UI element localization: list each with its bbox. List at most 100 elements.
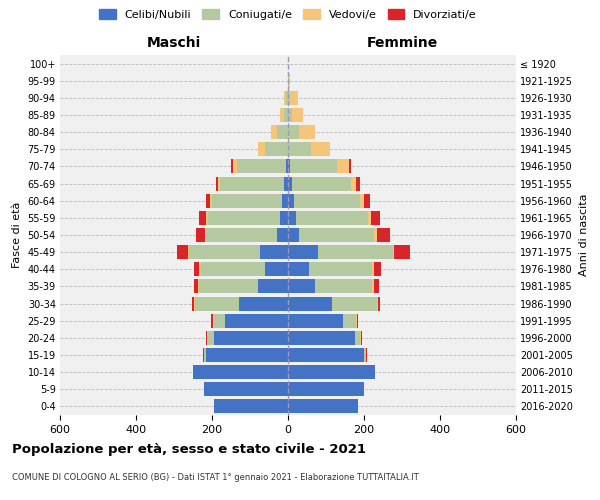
Bar	[288, 262, 309, 276]
Bar	[206, 348, 288, 362]
Legend: Celibi/Nubili, Coniugati/e, Vedovi/e, Divorziati/e: Celibi/Nubili, Coniugati/e, Vedovi/e, Di…	[95, 5, 481, 24]
Bar	[231, 160, 233, 173]
Bar	[290, 91, 298, 105]
Bar	[288, 74, 290, 88]
Bar	[194, 262, 199, 276]
Bar	[284, 108, 288, 122]
Bar	[288, 382, 364, 396]
Bar	[360, 331, 361, 345]
Bar	[309, 262, 371, 276]
Bar	[214, 314, 226, 328]
Bar	[206, 194, 210, 207]
Bar	[257, 280, 288, 293]
Bar	[199, 211, 206, 225]
Bar	[361, 331, 362, 345]
Bar	[206, 331, 208, 345]
Bar	[377, 228, 390, 242]
Bar	[277, 125, 288, 139]
Bar	[284, 176, 288, 190]
Bar	[319, 245, 392, 259]
Bar	[294, 194, 360, 207]
Bar	[288, 211, 296, 225]
Bar	[205, 382, 288, 396]
Bar	[290, 160, 337, 173]
Bar	[288, 400, 358, 413]
Bar	[199, 262, 200, 276]
Bar	[357, 314, 358, 328]
Bar	[280, 211, 288, 225]
Bar	[211, 314, 213, 328]
Bar	[379, 296, 380, 310]
Bar	[218, 176, 220, 190]
Y-axis label: Fasce di età: Fasce di età	[12, 202, 22, 268]
Bar	[220, 176, 284, 190]
Bar	[368, 211, 371, 225]
Bar	[260, 245, 288, 259]
Bar	[288, 365, 376, 379]
Bar	[197, 280, 199, 293]
Text: COMUNE DI COLOGNO AL SERIO (BG) - Dati ISTAT 1° gennaio 2021 - Elaborazione TUTT: COMUNE DI COLOGNO AL SERIO (BG) - Dati I…	[12, 472, 419, 482]
Bar	[299, 125, 314, 139]
Bar	[360, 194, 364, 207]
Bar	[356, 314, 357, 328]
Bar	[271, 125, 277, 139]
Bar	[206, 211, 208, 225]
Bar	[214, 400, 288, 413]
Bar	[205, 348, 206, 362]
Bar	[288, 142, 311, 156]
Bar	[288, 125, 299, 139]
Bar	[203, 348, 204, 362]
Bar	[292, 108, 303, 122]
Bar	[214, 331, 288, 345]
Bar	[371, 280, 373, 293]
Bar	[288, 348, 364, 362]
Bar	[299, 228, 373, 242]
Bar	[288, 228, 299, 242]
Bar	[257, 142, 265, 156]
Bar	[205, 228, 206, 242]
Bar	[355, 331, 360, 345]
Bar	[286, 160, 288, 173]
Bar	[188, 245, 189, 259]
Bar	[371, 262, 373, 276]
Bar	[265, 142, 288, 156]
Bar	[189, 245, 260, 259]
Bar	[239, 296, 288, 310]
Bar	[314, 280, 371, 293]
Bar	[206, 228, 277, 242]
Bar	[212, 194, 283, 207]
Bar	[194, 280, 197, 293]
Bar	[213, 314, 214, 328]
Bar	[208, 211, 280, 225]
Bar	[371, 211, 380, 225]
Bar	[392, 245, 394, 259]
Bar	[296, 211, 368, 225]
Bar	[208, 331, 214, 345]
Bar	[195, 296, 239, 310]
Bar	[288, 108, 292, 122]
Bar	[373, 280, 379, 293]
Bar	[265, 262, 288, 276]
Y-axis label: Anni di nascita: Anni di nascita	[578, 194, 589, 276]
Bar	[284, 91, 286, 105]
Text: Maschi: Maschi	[147, 36, 201, 50]
Bar	[373, 262, 381, 276]
Bar	[193, 365, 288, 379]
Bar	[237, 160, 286, 173]
Bar	[350, 176, 356, 190]
Bar	[288, 245, 319, 259]
Bar	[288, 314, 343, 328]
Bar	[233, 160, 236, 173]
Bar	[210, 194, 212, 207]
Bar	[283, 194, 288, 207]
Bar	[286, 91, 288, 105]
Bar	[373, 228, 377, 242]
Text: Femmine: Femmine	[367, 36, 437, 50]
Bar	[292, 176, 350, 190]
Bar	[200, 262, 265, 276]
Bar	[356, 176, 360, 190]
Bar	[277, 228, 288, 242]
Bar	[364, 348, 366, 362]
Bar	[332, 296, 377, 310]
Bar	[364, 194, 370, 207]
